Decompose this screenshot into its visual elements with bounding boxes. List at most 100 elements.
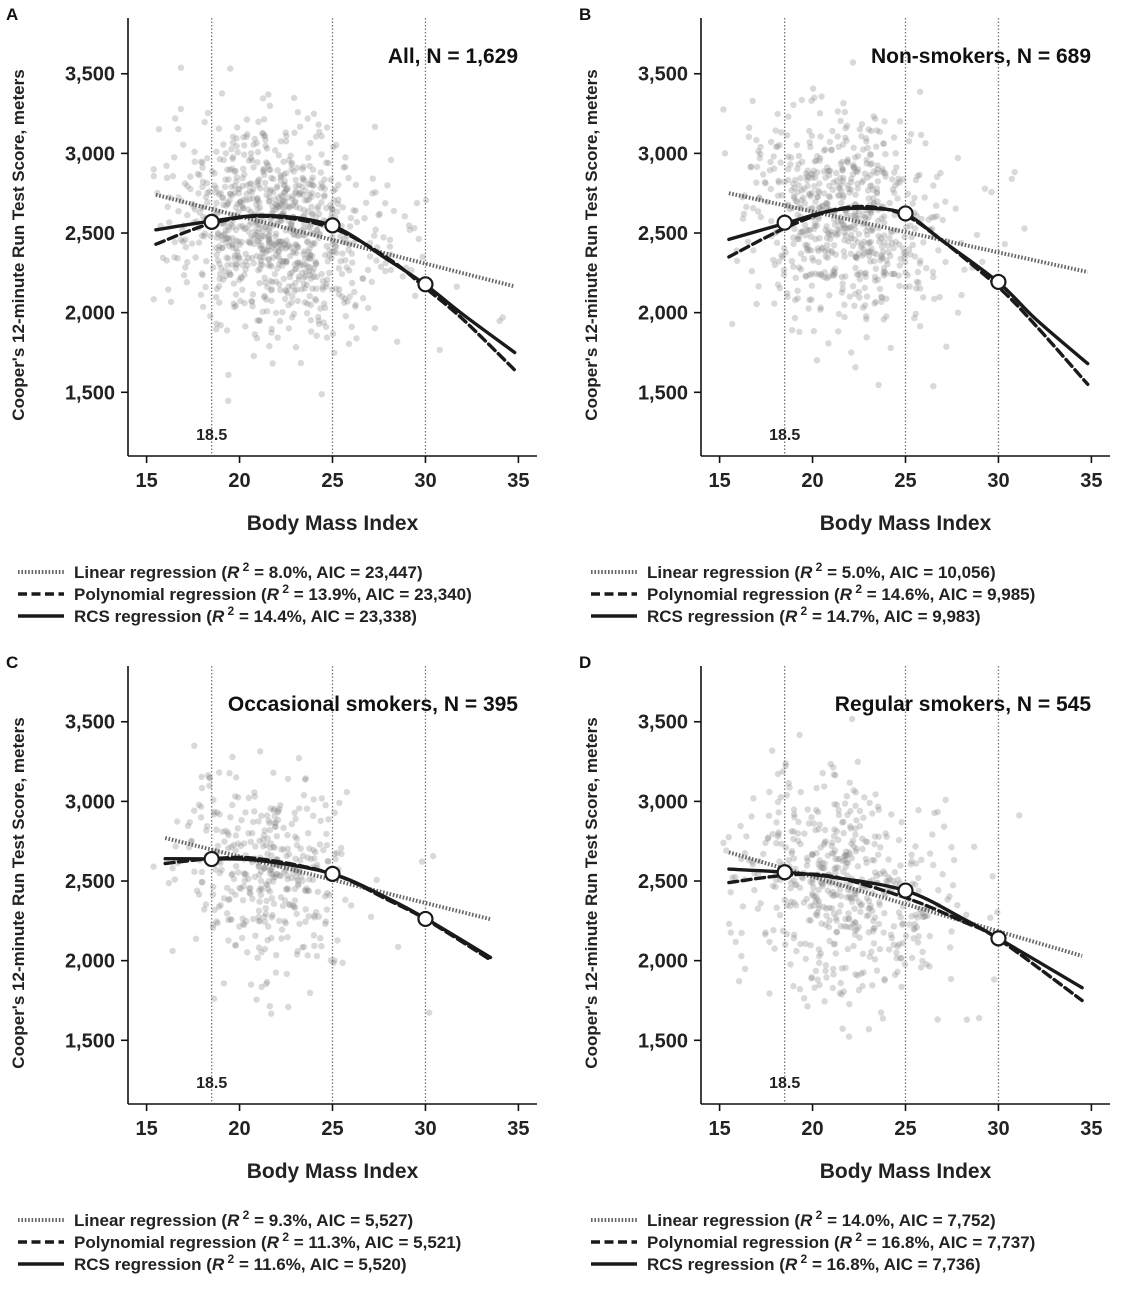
data-point — [163, 162, 170, 169]
data-point — [269, 278, 276, 286]
data-point — [285, 325, 292, 332]
data-point — [852, 208, 859, 216]
data-point — [815, 215, 822, 222]
data-point — [795, 160, 802, 168]
data-point — [806, 296, 813, 303]
data-point — [254, 179, 261, 187]
data-point — [252, 843, 259, 850]
data-point — [939, 216, 946, 224]
data-point — [870, 199, 878, 207]
data-point — [226, 166, 234, 173]
data-point — [277, 286, 284, 294]
data-point — [813, 357, 821, 364]
data-point — [831, 891, 839, 899]
data-point — [826, 182, 833, 190]
data-point — [745, 133, 752, 140]
data-point — [311, 942, 318, 950]
data-point — [290, 168, 297, 175]
data-point — [204, 772, 212, 779]
data-point — [859, 845, 866, 853]
data-point — [954, 309, 962, 316]
data-point — [846, 1000, 853, 1008]
data-point — [891, 869, 898, 876]
data-point — [286, 242, 293, 249]
data-point — [155, 126, 163, 133]
data-point — [353, 218, 361, 226]
data-point — [266, 844, 274, 852]
data-point — [266, 197, 273, 205]
data-point — [795, 236, 802, 243]
data-point — [871, 914, 879, 921]
data-point — [262, 223, 269, 230]
knot-marker — [990, 930, 1007, 947]
data-point — [779, 768, 787, 775]
data-point — [757, 213, 765, 221]
data-point — [199, 178, 207, 185]
data-point — [284, 934, 291, 941]
data-point — [824, 247, 832, 254]
data-point — [861, 170, 869, 177]
data-point — [207, 313, 214, 320]
data-point — [1016, 812, 1023, 819]
data-point — [286, 273, 294, 281]
data-point — [791, 184, 798, 192]
data-point — [879, 243, 886, 250]
data-point — [780, 271, 788, 278]
data-point — [797, 788, 804, 796]
data-point — [866, 239, 873, 246]
data-point — [844, 859, 851, 867]
data-point — [270, 189, 277, 196]
data-point — [819, 859, 826, 867]
data-point — [307, 251, 314, 259]
data-point — [785, 779, 792, 787]
data-point — [275, 238, 282, 246]
data-point — [833, 917, 840, 924]
data-point — [750, 247, 757, 254]
data-point — [816, 863, 824, 870]
data-point — [213, 148, 220, 155]
data-point — [766, 788, 773, 796]
data-point — [250, 260, 257, 267]
data-point — [885, 946, 893, 953]
data-point — [290, 310, 298, 317]
data-point — [292, 344, 300, 351]
data-point — [384, 182, 391, 189]
data-point — [252, 932, 259, 939]
data-point — [888, 239, 896, 247]
data-point — [204, 199, 211, 206]
data-point — [858, 121, 866, 128]
data-point — [876, 238, 883, 245]
data-point — [847, 807, 854, 815]
data-point — [863, 912, 870, 920]
data-point — [864, 838, 871, 846]
data-point — [286, 901, 293, 908]
data-point — [292, 198, 299, 205]
data-point — [235, 869, 242, 876]
data-point — [876, 128, 883, 135]
data-point — [852, 890, 859, 897]
data-point — [942, 796, 949, 804]
data-point — [291, 231, 298, 238]
data-point — [928, 214, 935, 221]
data-point — [843, 137, 850, 144]
data-point — [373, 257, 380, 264]
data-point — [815, 189, 823, 196]
data-point — [215, 231, 222, 238]
data-point — [836, 185, 843, 192]
x-tick-label: 30 — [414, 1118, 436, 1140]
data-point — [292, 188, 300, 195]
data-point — [762, 931, 769, 938]
data-point — [832, 869, 839, 876]
data-point — [850, 163, 857, 171]
data-point — [239, 222, 246, 230]
data-point — [335, 265, 343, 272]
data-point — [855, 271, 862, 278]
data-point — [191, 148, 198, 155]
data-point — [757, 900, 764, 907]
data-point — [920, 239, 927, 246]
data-point — [426, 1009, 433, 1016]
data-point — [241, 151, 248, 158]
data-point — [798, 197, 805, 204]
data-point — [238, 238, 245, 246]
data-point — [878, 298, 885, 305]
